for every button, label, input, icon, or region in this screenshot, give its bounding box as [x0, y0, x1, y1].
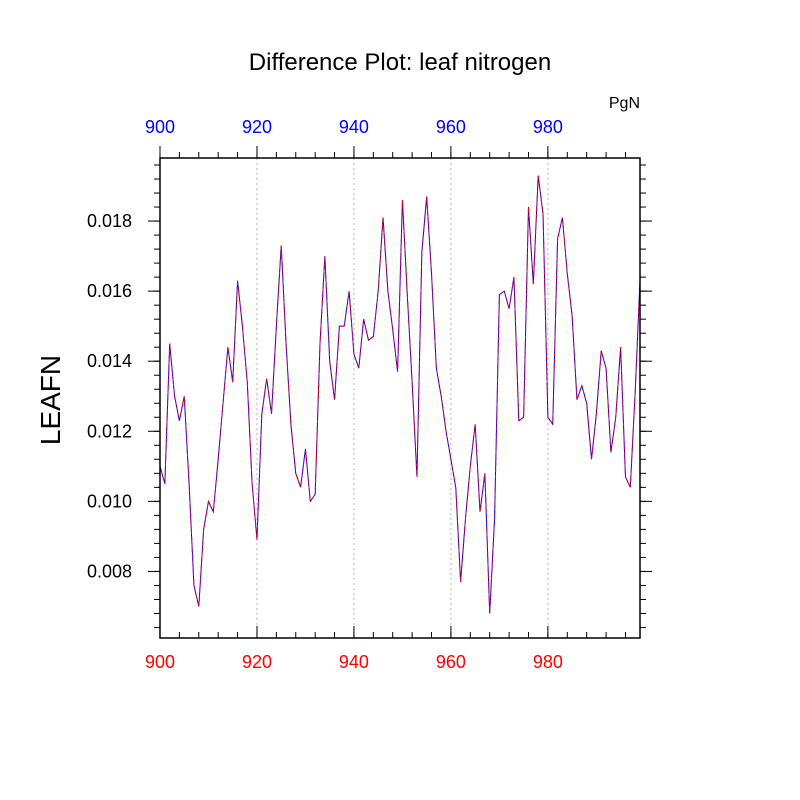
x-tick-label-top: 900 — [145, 117, 175, 137]
y-tick-label: 0.018 — [87, 211, 132, 231]
axis-ticks — [148, 146, 652, 638]
series-line — [159, 175, 641, 614]
y-tick-label: 0.010 — [87, 491, 132, 511]
y-tick-label: 0.016 — [87, 281, 132, 301]
x-tick-label-bottom: 920 — [242, 652, 272, 672]
y-tick-label: 0.008 — [87, 561, 132, 581]
data-series — [159, 175, 641, 614]
series-line-overlay — [159, 175, 641, 614]
x-tick-label-top: 920 — [242, 117, 272, 137]
x-tick-label-bottom: 940 — [339, 652, 369, 672]
x-gridlines — [256, 158, 549, 638]
y-tick-label: 0.014 — [87, 351, 132, 371]
x-tick-label-top: 980 — [533, 117, 563, 137]
y-tick-label: 0.012 — [87, 421, 132, 441]
chart-title: Difference Plot: leaf nitrogen — [249, 49, 551, 76]
y-axis-label: LEAFN — [35, 355, 66, 445]
units-label: PgN — [609, 95, 640, 112]
plot-frame — [159, 157, 641, 639]
x-tick-label-top: 960 — [436, 117, 466, 137]
x-tick-label-bottom: 900 — [145, 652, 175, 672]
x-tick-label-top: 940 — [339, 117, 369, 137]
x-tick-label-bottom: 960 — [436, 652, 466, 672]
tick-labels: 900 920 940 960 980 900 920 940 960 980 0.008 0.010… — [87, 117, 563, 672]
x-tick-label-bottom: 980 — [533, 652, 563, 672]
